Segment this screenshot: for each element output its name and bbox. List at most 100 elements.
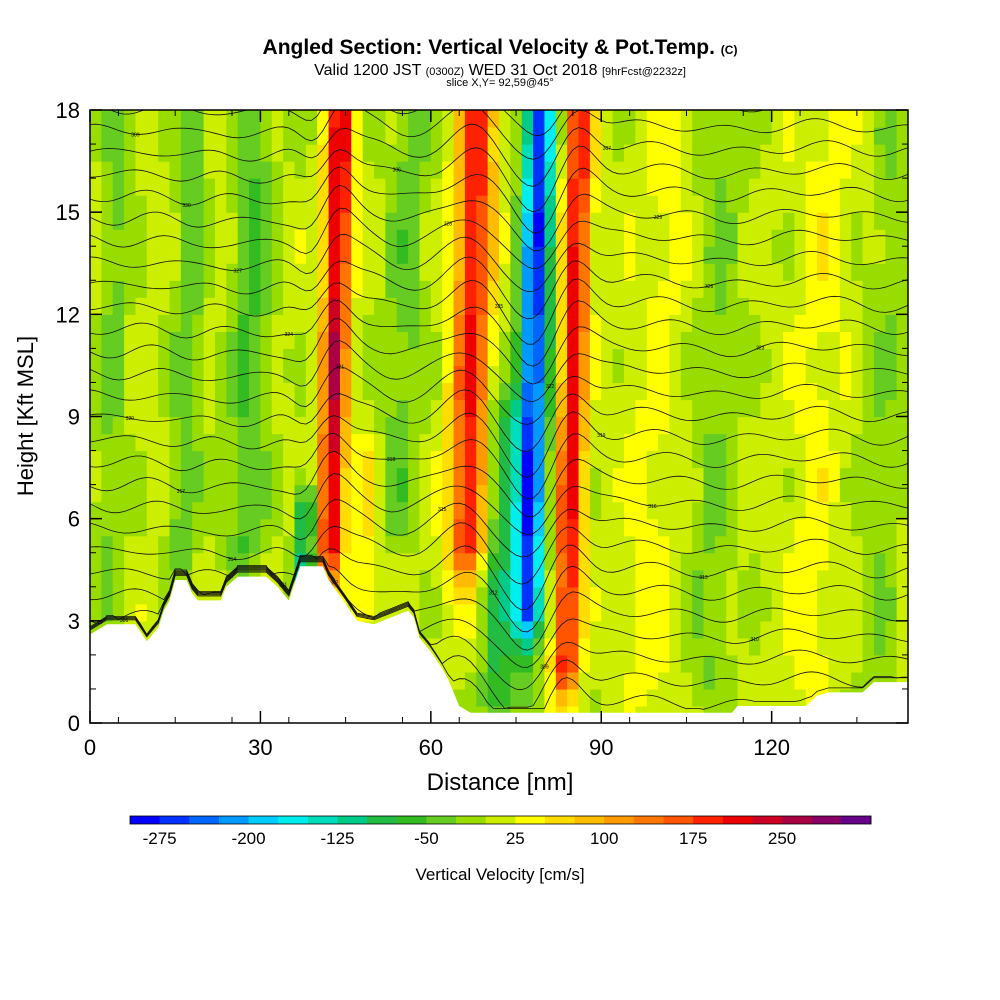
field-cell xyxy=(555,399,568,418)
field-cell xyxy=(635,144,648,162)
field-cell xyxy=(623,535,636,554)
field-cell xyxy=(464,688,477,707)
field-cell xyxy=(339,450,352,469)
field-cell xyxy=(430,229,443,247)
field-cell xyxy=(646,637,659,656)
field-cell xyxy=(646,365,659,384)
field-cell xyxy=(328,263,341,281)
field-cell xyxy=(521,552,534,571)
field-cell xyxy=(408,518,421,537)
field-cell xyxy=(794,671,807,690)
field-cell xyxy=(578,127,591,145)
field-cell xyxy=(601,348,614,367)
field-cell xyxy=(430,246,443,264)
field-cell xyxy=(271,501,284,520)
field-cell xyxy=(726,603,739,622)
theta-contour xyxy=(90,561,908,710)
field-cell xyxy=(612,637,625,656)
field-cell xyxy=(578,382,591,401)
field-cell xyxy=(135,195,148,213)
field-cell xyxy=(90,467,102,486)
field-cell xyxy=(374,110,386,128)
field-cell xyxy=(192,297,205,315)
field-cell xyxy=(351,331,364,349)
field-cell xyxy=(589,314,602,332)
field-cell xyxy=(669,416,682,435)
field-cell xyxy=(771,569,784,588)
field-cell xyxy=(226,382,239,401)
field-cell xyxy=(385,535,398,554)
field-cell xyxy=(419,161,432,179)
field-cell xyxy=(283,127,296,145)
field-cell xyxy=(817,467,830,486)
field-cell xyxy=(90,569,102,588)
field-cell xyxy=(453,331,466,349)
field-cell xyxy=(896,416,908,435)
field-cell xyxy=(180,348,193,367)
field-cell xyxy=(737,552,750,571)
field-cell xyxy=(714,535,727,554)
field-cell xyxy=(748,365,761,384)
field-cell xyxy=(249,365,262,384)
field-cell xyxy=(692,416,705,435)
field-cell xyxy=(90,552,102,571)
field-cell xyxy=(817,331,830,349)
field-cell xyxy=(453,212,466,230)
field-cell xyxy=(873,195,886,213)
field-cell xyxy=(567,637,580,656)
field-cell xyxy=(339,178,352,196)
field-cell xyxy=(760,637,773,656)
field-cell xyxy=(112,144,125,162)
field-cell xyxy=(555,484,568,503)
field-cell xyxy=(464,671,477,690)
field-cell xyxy=(521,314,534,332)
field-cell xyxy=(226,569,239,588)
field-cell xyxy=(385,501,398,520)
field-cell xyxy=(453,280,466,298)
field-cell xyxy=(851,212,864,230)
field-cell xyxy=(305,450,318,469)
field-cell xyxy=(214,263,227,281)
colorbar-swatch xyxy=(811,816,842,824)
field-cell xyxy=(419,297,432,315)
field-cell xyxy=(374,212,386,230)
field-cell xyxy=(601,144,614,162)
colorbar-swatch xyxy=(130,816,161,824)
field-cell xyxy=(748,161,761,179)
field-cell xyxy=(567,535,580,554)
field-cell xyxy=(476,654,489,673)
field-cell xyxy=(453,450,466,469)
field-cell xyxy=(646,229,659,247)
field-cell xyxy=(839,518,852,537)
field-cell xyxy=(544,535,557,554)
field-cell xyxy=(578,263,591,281)
field-cell xyxy=(249,127,262,145)
field-cell xyxy=(294,144,307,162)
colorbar-swatch xyxy=(841,816,872,824)
field-cell xyxy=(442,246,455,264)
field-cell xyxy=(714,195,727,213)
field-cell xyxy=(555,178,568,196)
field-cell xyxy=(430,127,443,145)
field-cell xyxy=(180,263,193,281)
field-cell xyxy=(828,161,841,179)
field-cell xyxy=(237,484,250,503)
field-cell xyxy=(669,501,682,520)
x-axis-label: Distance [nm] xyxy=(427,769,574,796)
field-cell xyxy=(839,348,852,367)
field-cell xyxy=(533,212,546,230)
field-cell xyxy=(533,365,546,384)
field-cell xyxy=(623,467,636,486)
field-cell xyxy=(351,552,364,571)
contour-label: 325 xyxy=(495,304,504,310)
field-cell xyxy=(726,654,739,673)
field-cell xyxy=(544,195,557,213)
field-cell xyxy=(305,433,318,452)
field-cell xyxy=(237,552,250,571)
field-cell xyxy=(589,127,602,145)
field-cell xyxy=(90,535,102,554)
field-cell xyxy=(669,620,682,639)
field-cell xyxy=(703,535,716,554)
field-cell xyxy=(101,212,114,230)
field-cell xyxy=(396,263,409,281)
